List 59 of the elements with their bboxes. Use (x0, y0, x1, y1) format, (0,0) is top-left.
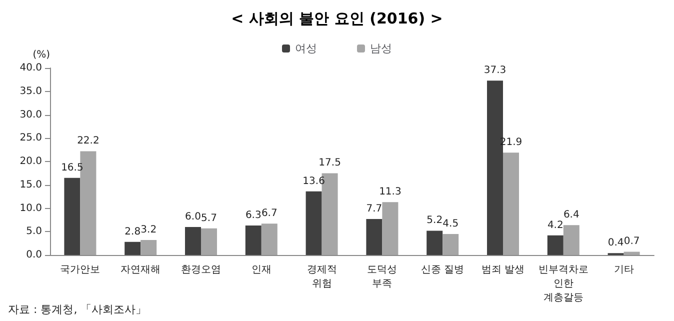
y-tick-label: 20.0 (20, 156, 42, 167)
y-tick-label: 25.0 (20, 132, 42, 144)
data-label: 6.4 (563, 210, 580, 221)
legend-label: 남성 (370, 42, 392, 55)
data-label: 11.3 (379, 186, 402, 198)
x-tick-label: 기타 (614, 264, 634, 276)
data-label: 0.7 (624, 236, 640, 248)
data-label: 6.7 (261, 208, 278, 220)
bar (306, 191, 322, 255)
bar (140, 240, 157, 255)
data-label: 17.5 (318, 158, 341, 169)
y-tick-label: 5.0 (26, 226, 42, 238)
data-label: 3.2 (140, 224, 157, 236)
bar (442, 234, 459, 255)
data-label: 16.5 (61, 162, 84, 174)
data-label: 22.2 (77, 136, 100, 147)
data-label: 5.2 (426, 215, 443, 226)
y-axis-title: (%) (32, 50, 50, 60)
bar (366, 219, 382, 255)
bar (124, 242, 141, 255)
bar (547, 235, 564, 255)
data-label: 37.3 (484, 65, 506, 76)
y-tick-label: 35.0 (20, 86, 42, 97)
x-tick-label: 인재 (251, 264, 272, 276)
bar (624, 252, 640, 255)
data-label: 4.2 (547, 220, 564, 231)
y-tick-label: 0.0 (26, 250, 42, 260)
x-tick-label: 자연재해 (120, 264, 161, 276)
data-label: 5.7 (201, 212, 217, 224)
y-tick-label: 10.0 (20, 202, 42, 214)
bar (563, 225, 580, 255)
bar (261, 224, 278, 255)
data-label: 4.5 (442, 218, 459, 230)
x-tick-label: 신종 질병 (421, 264, 464, 276)
bar (382, 202, 398, 255)
x-tick-label: 범죄 발생 (481, 264, 525, 276)
x-tick-label: 도덕성 부족 (367, 264, 398, 290)
y-tick-label: 30.0 (20, 109, 42, 120)
y-tick-label: 15.0 (20, 179, 42, 190)
bar (245, 226, 262, 255)
bar (503, 152, 519, 255)
bar (426, 230, 443, 255)
x-tick-label: 경제적 위험 (306, 264, 337, 290)
legend-label: 여성 (295, 42, 317, 55)
bar (201, 228, 217, 255)
data-label: 0.4 (608, 238, 624, 249)
data-label: 13.6 (302, 176, 325, 187)
x-tick-label: 환경오염 (181, 264, 221, 276)
data-label: 2.8 (124, 226, 141, 238)
x-tick-label: 빈부격차로 인한 계층갈등 (538, 264, 588, 304)
bar (64, 178, 80, 255)
chart-title: < 사회의 불안 요인 (2016) > (231, 10, 443, 28)
data-label: 6.3 (245, 210, 262, 222)
x-tick-label: 국가안보 (60, 264, 100, 276)
text: 자료 : 통계청, 「사회조사」 (8, 303, 147, 316)
data-label: 7.7 (366, 204, 382, 215)
y-tick-label: 40.0 (20, 62, 42, 74)
bar (185, 226, 201, 255)
data-label: 6.0 (185, 211, 201, 222)
